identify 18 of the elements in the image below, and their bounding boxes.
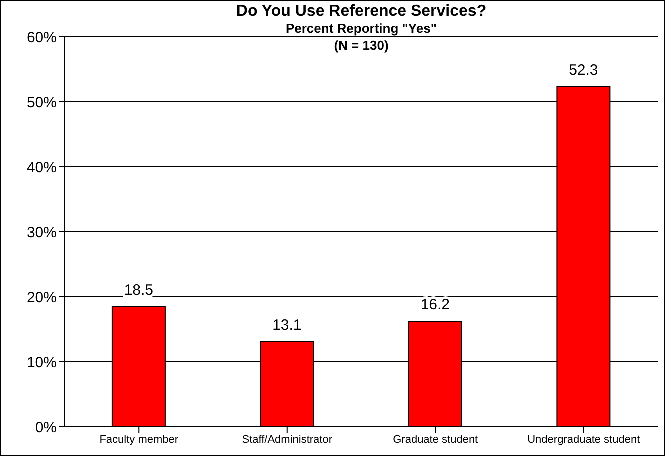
y-tick-label: 0% <box>35 419 57 436</box>
y-tick-label: 20% <box>26 289 57 306</box>
x-tick-label: Faculty member <box>100 434 179 446</box>
data-label: 16.2 <box>420 296 450 314</box>
x-tick-label: Staff/Administrator <box>242 434 333 446</box>
data-label: 13.1 <box>272 316 302 334</box>
annotation: (N = 130) <box>334 37 389 54</box>
chart-title: Do You Use Reference Services? <box>235 3 488 20</box>
y-tick-label: 10% <box>26 354 57 372</box>
y-tick-label: 60% <box>26 29 57 46</box>
y-tick-label: 40% <box>26 159 57 176</box>
x-tick-label: Graduate student <box>393 434 478 446</box>
y-tick-label: 30% <box>26 224 57 242</box>
x-tick-label: Undergraduate student <box>528 434 640 446</box>
y-tick-label: 50% <box>26 94 57 112</box>
data-label: 18.5 <box>124 282 154 299</box>
chart-subtitle: Percent Reporting "Yes" <box>284 20 438 37</box>
data-label: 52.3 <box>569 62 598 80</box>
